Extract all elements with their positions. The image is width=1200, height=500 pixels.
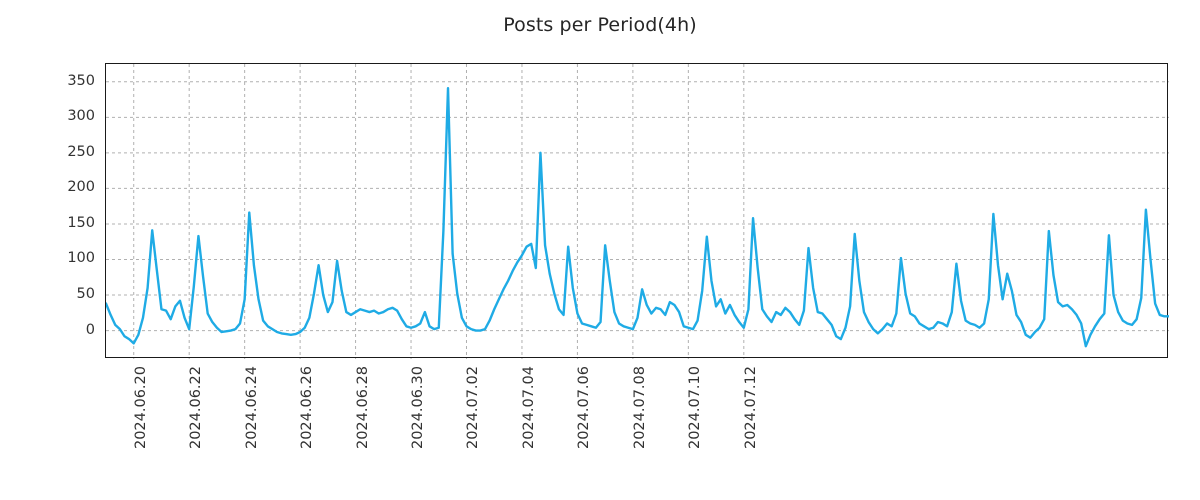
x-tick-label: 2024.07.10 [687, 366, 704, 450]
x-tick-label: 2024.06.26 [299, 366, 316, 450]
x-tick-label-wrap: 2024.07.06 [576, 366, 596, 486]
x-tick-label-wrap: 2024.06.22 [188, 366, 208, 486]
x-tick-label: 2024.06.30 [410, 366, 427, 450]
x-tick-label-wrap: 2024.07.02 [465, 366, 485, 486]
x-tick-label: 2024.06.20 [132, 366, 149, 450]
x-tick-label: 2024.06.28 [354, 366, 371, 450]
x-tick-label: 2024.07.08 [631, 366, 648, 450]
x-tick-label-wrap: 2024.07.04 [521, 366, 541, 486]
x-tick-label-wrap: 2024.06.26 [299, 366, 319, 486]
data-series-line [106, 86, 1169, 348]
x-tick-label-wrap: 2024.07.12 [743, 366, 763, 486]
y-tick-label: 150 [67, 214, 95, 231]
y-tick-label: 300 [67, 108, 95, 125]
x-tick-label-wrap: 2024.07.10 [687, 366, 707, 486]
y-tick-label: 200 [67, 179, 95, 196]
x-tick-label: 2024.07.02 [465, 366, 482, 450]
gridlines [106, 81, 1169, 332]
x-tick-label-wrap: 2024.06.28 [355, 366, 375, 486]
plot-area [105, 63, 1169, 359]
y-tick-label: 350 [67, 72, 95, 89]
y-tick-label: 100 [67, 250, 95, 267]
y-tick-label: 0 [85, 321, 95, 338]
x-tick-label-wrap: 2024.06.30 [410, 366, 430, 486]
x-tick-label: 2024.06.22 [188, 366, 205, 450]
x-tick-label: 2024.07.06 [576, 366, 593, 450]
y-tick-label: 250 [67, 143, 95, 160]
x-tick-label-wrap: 2024.06.20 [133, 366, 153, 486]
x-tick-label: 2024.07.04 [520, 366, 537, 450]
x-tick-label: 2024.07.12 [742, 366, 759, 450]
page-title: Posts per Period(4h) [503, 14, 697, 36]
x-gridlines [133, 64, 745, 359]
y-tick-label: 50 [76, 286, 95, 303]
x-tick-label: 2024.06.24 [243, 366, 260, 450]
x-tick-label-wrap: 2024.07.08 [632, 366, 652, 486]
x-tick-label-wrap: 2024.06.24 [244, 366, 264, 486]
plot-svg [106, 64, 1169, 359]
